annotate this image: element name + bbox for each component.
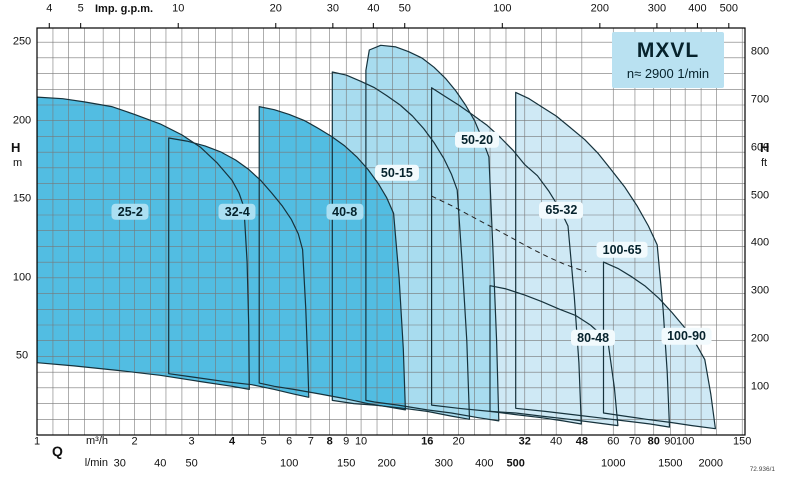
bottom-axis-unit-lmin: l/min <box>84 457 108 469</box>
dashed-limit-curve <box>431 195 587 273</box>
region-outline-32-4 <box>168 137 310 398</box>
region-outline-100-65 <box>515 91 671 428</box>
region-outline-25-2 <box>37 96 250 390</box>
right-axis-symbol: H <box>760 140 770 155</box>
region-fills <box>37 45 716 429</box>
region-fill-25-2 <box>37 97 250 390</box>
bottom-axis-unit-m3h: m³/h <box>86 435 108 447</box>
plot-border <box>36 27 746 436</box>
left-axis-symbol: H <box>11 140 21 155</box>
document-code: 72.936/1 <box>749 466 775 473</box>
bottom-axis-symbol: Q <box>52 443 63 459</box>
speed-spec: n≈ 2900 1/min <box>626 66 710 81</box>
left-axis-unit: m <box>13 157 23 169</box>
region-outline-100-90 <box>602 261 716 430</box>
top-axis-label: Imp. g.p.m. <box>95 3 154 15</box>
model-name: MXVL <box>636 39 700 62</box>
region-outline-40-8 <box>258 106 406 411</box>
top-axis-ticks <box>48 23 730 28</box>
right-axis-unit: ft <box>761 157 768 169</box>
title-box: MXVL n≈ 2900 1/min <box>612 32 724 88</box>
